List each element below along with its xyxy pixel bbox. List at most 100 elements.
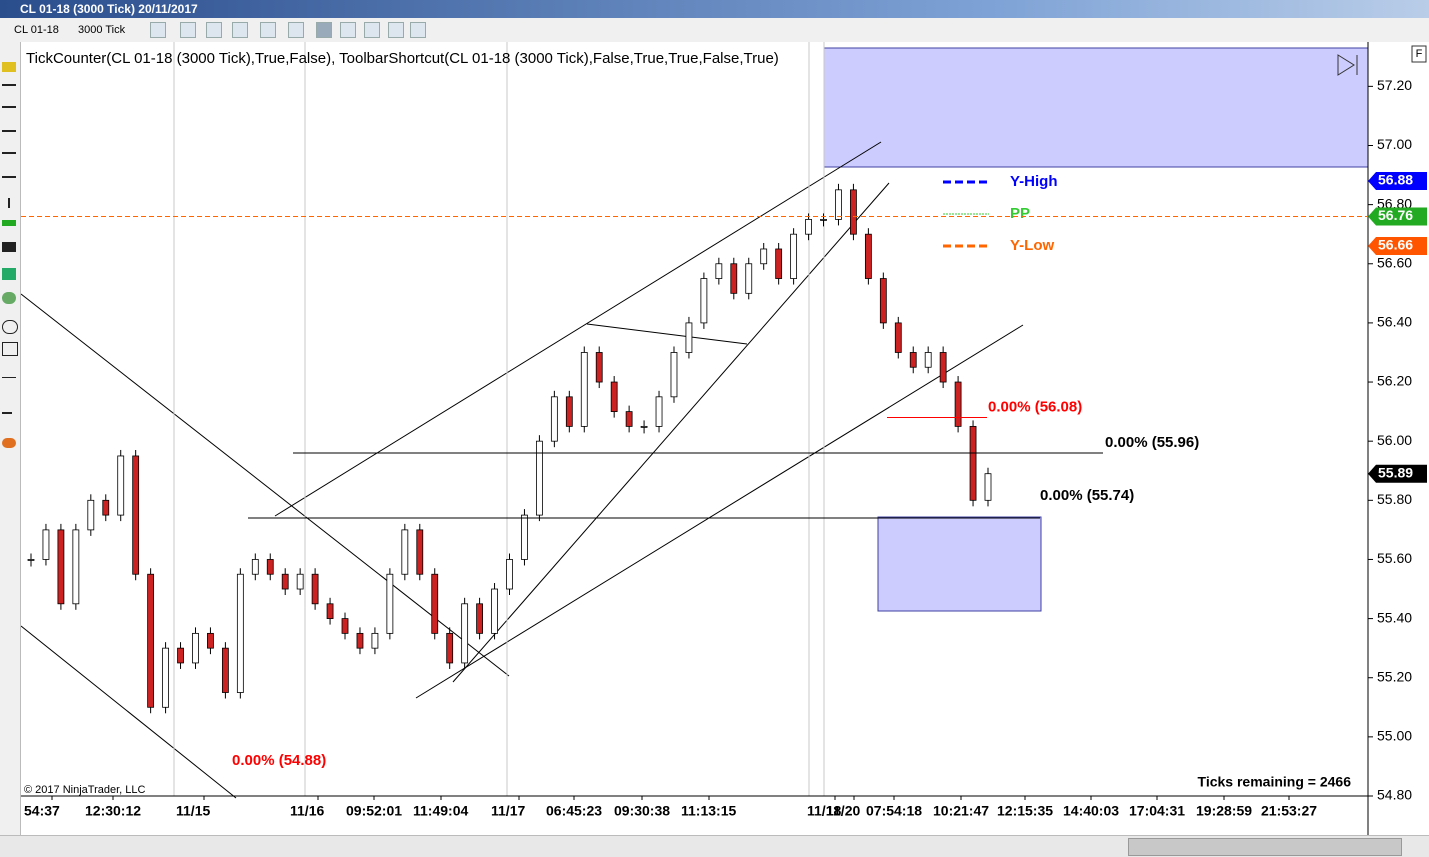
candle-body bbox=[386, 573, 394, 634]
toolbar: CL 01-18 3000 Tick bbox=[0, 18, 1429, 43]
candle-body bbox=[610, 381, 618, 413]
tool[interactable] bbox=[2, 412, 12, 426]
candle-body bbox=[550, 396, 558, 442]
price-badge bbox=[1368, 237, 1427, 256]
ticks-remaining: Ticks remaining = 2466 bbox=[1198, 774, 1352, 790]
tool-button[interactable] bbox=[410, 22, 426, 38]
candle-body bbox=[835, 189, 842, 220]
tool[interactable] bbox=[2, 152, 16, 154]
tool[interactable] bbox=[2, 242, 16, 252]
candle-body bbox=[102, 499, 110, 516]
x-tick-label: 09:30:38 bbox=[614, 803, 670, 819]
candle-body bbox=[521, 514, 528, 560]
y-tick-label: 54.80 bbox=[1377, 787, 1412, 803]
scroll-end-button[interactable] bbox=[1337, 54, 1358, 76]
candle-body bbox=[207, 632, 214, 649]
tool[interactable] bbox=[8, 198, 10, 208]
candle-body bbox=[805, 219, 812, 235]
tool[interactable] bbox=[2, 84, 16, 86]
candle-body bbox=[461, 603, 469, 664]
candle-body bbox=[401, 529, 409, 575]
tool[interactable] bbox=[2, 438, 16, 448]
candle-body bbox=[909, 352, 917, 368]
x-tick-label: 54:37 bbox=[24, 803, 60, 819]
fib-label: 0.00% (55.74) bbox=[1040, 487, 1134, 504]
session-lines bbox=[173, 42, 825, 796]
tool-button[interactable] bbox=[150, 22, 166, 38]
candle-body bbox=[27, 559, 35, 561]
candle-body bbox=[625, 411, 633, 427]
period-select[interactable]: 3000 Tick bbox=[78, 24, 126, 36]
tool-button[interactable] bbox=[340, 22, 356, 38]
candle-body bbox=[251, 559, 259, 575]
float-button[interactable] bbox=[1411, 45, 1427, 63]
candle-body bbox=[491, 588, 498, 634]
candle-body bbox=[72, 529, 80, 605]
x-tick-label: 06:45:23 bbox=[546, 803, 602, 819]
candle-body bbox=[670, 352, 678, 398]
tool[interactable] bbox=[2, 342, 18, 356]
candle-body bbox=[177, 647, 184, 664]
price-badge-label: 56.88 bbox=[1378, 172, 1413, 188]
candle-body bbox=[266, 559, 274, 575]
y-tick-label: 55.40 bbox=[1377, 609, 1412, 625]
candle-body bbox=[536, 440, 543, 516]
tool[interactable] bbox=[2, 292, 16, 304]
trend-lines bbox=[21, 141, 1024, 799]
tool-button[interactable] bbox=[316, 22, 332, 38]
candle-body bbox=[969, 425, 977, 501]
candle-body bbox=[565, 396, 573, 427]
candle-body bbox=[730, 263, 738, 294]
x-tick-label: 11/20 bbox=[826, 803, 860, 819]
chart-background bbox=[21, 42, 1429, 835]
instrument-select[interactable]: CL 01-18 bbox=[14, 24, 59, 36]
tool[interactable] bbox=[2, 220, 16, 226]
tool[interactable] bbox=[2, 320, 18, 334]
x-tick-label: 09:52:01 bbox=[346, 803, 402, 819]
tool-button[interactable] bbox=[260, 22, 276, 38]
fib-label: 0.00% (54.88) bbox=[232, 752, 326, 769]
tool[interactable] bbox=[2, 106, 16, 108]
y-tick-label: 55.60 bbox=[1377, 550, 1412, 566]
x-tick-label: 11/16 bbox=[290, 803, 324, 819]
float-label: F bbox=[1416, 48, 1423, 60]
price-badge-label: 56.76 bbox=[1378, 207, 1413, 223]
candle-body bbox=[745, 263, 753, 294]
tool-button[interactable] bbox=[288, 22, 304, 38]
y-tick-label: 55.80 bbox=[1377, 491, 1412, 507]
candle-body bbox=[162, 647, 169, 708]
scroll-thumb[interactable] bbox=[1128, 838, 1402, 856]
tool[interactable] bbox=[2, 268, 16, 280]
scrollbar[interactable] bbox=[0, 835, 1429, 857]
candle-body bbox=[446, 632, 454, 664]
tool[interactable] bbox=[2, 62, 16, 72]
tool-button[interactable] bbox=[364, 22, 380, 38]
tool[interactable] bbox=[2, 367, 16, 378]
x-tick-label: 11/18 bbox=[807, 803, 841, 819]
legend-label: Y-Low bbox=[1010, 237, 1054, 254]
x-tick-label: 12:30:12 bbox=[85, 803, 141, 819]
candle-body bbox=[760, 248, 768, 265]
zone-box bbox=[877, 516, 1042, 612]
candle-body bbox=[416, 529, 424, 575]
tool[interactable] bbox=[2, 176, 16, 178]
x-tick-label: 10:21:47 bbox=[933, 803, 989, 819]
candle-body bbox=[685, 322, 693, 353]
indicator-title: TickCounter(CL 01-18 (3000 Tick),True,Fa… bbox=[26, 50, 779, 67]
fib-label: 0.00% (56.08) bbox=[988, 398, 1082, 415]
candle-body bbox=[790, 233, 798, 279]
tool-button[interactable] bbox=[232, 22, 248, 38]
tool-button[interactable] bbox=[388, 22, 404, 38]
candle-body bbox=[57, 529, 65, 605]
tool-button[interactable] bbox=[180, 22, 196, 38]
y-tick-label: 56.20 bbox=[1377, 373, 1412, 389]
x-tick-label: 11/15 bbox=[176, 803, 210, 819]
x-tick-label: 11:13:15 bbox=[681, 803, 736, 819]
candle-body bbox=[655, 396, 663, 427]
tool[interactable] bbox=[2, 130, 16, 132]
candle-body bbox=[476, 603, 483, 634]
candle-body bbox=[221, 647, 229, 693]
candle-body bbox=[864, 233, 872, 279]
tool-button[interactable] bbox=[206, 22, 222, 38]
